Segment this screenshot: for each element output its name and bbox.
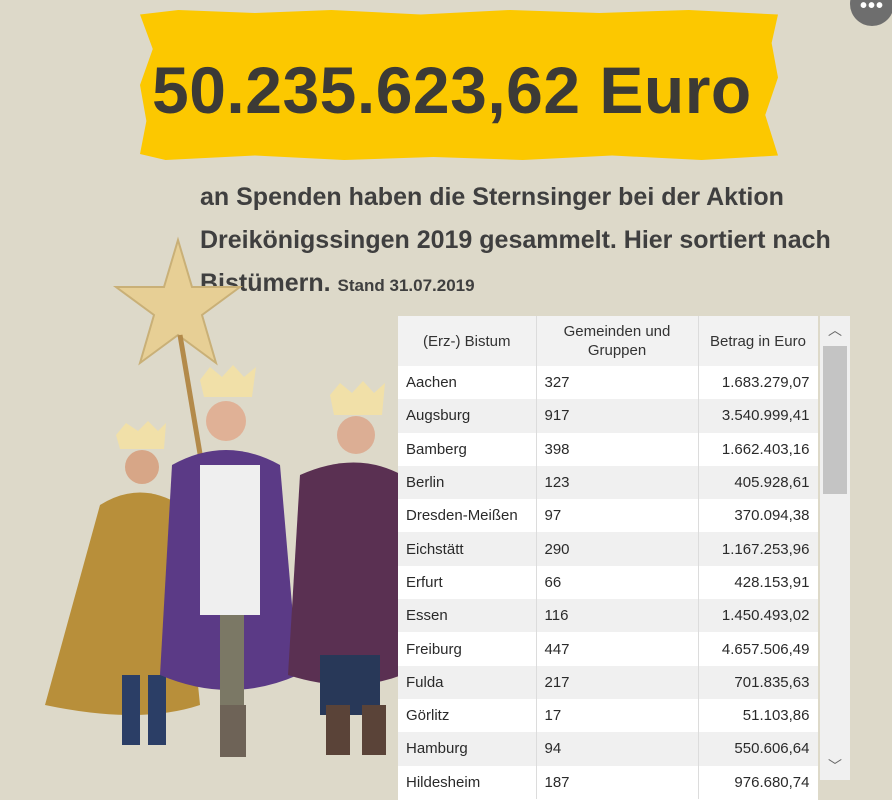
- cell-betrag: 4.657.506,49: [698, 632, 818, 666]
- cell-gemeinden: 17: [536, 698, 699, 733]
- cell-gemeinden: 327: [536, 366, 699, 400]
- cell-gemeinden: 123: [536, 465, 699, 500]
- diocese-table[interactable]: (Erz-) Bistum Gemeinden und Gruppen Betr…: [398, 316, 818, 800]
- table-row: Dresden-Meißen 97 370.094,38: [398, 499, 818, 533]
- table-row: Görlitz 17 51.103,86: [398, 698, 818, 733]
- chevron-down-icon: ﹀: [828, 758, 842, 774]
- table-row: Bamberg 398 1.662.403,16: [398, 432, 818, 466]
- table-row: Aachen 327 1.683.279,07: [398, 366, 818, 400]
- cell-betrag: 3.540.999,41: [698, 399, 818, 433]
- cell-betrag: 1.450.493,02: [698, 599, 818, 633]
- cell-betrag: 370.094,38: [698, 499, 818, 533]
- cell-betrag: 550.606,64: [698, 732, 818, 766]
- cell-gemeinden: 94: [536, 732, 699, 766]
- cell-gemeinden: 917: [536, 399, 699, 433]
- header-gemeinden[interactable]: Gemeinden und Gruppen: [536, 316, 699, 366]
- cell-bistum: Fulda: [398, 665, 537, 699]
- more-options-button[interactable]: •••: [850, 0, 892, 26]
- cell-bistum: Hildesheim: [398, 765, 537, 799]
- cell-betrag: 976.680,74: [698, 765, 818, 799]
- cell-betrag: 1.167.253,96: [698, 532, 818, 566]
- intro-sentence: an Spenden haben die Sternsinger bei der…: [200, 183, 831, 297]
- stand-date: Stand 31.07.2019: [337, 276, 475, 295]
- header-betrag[interactable]: Betrag in Euro: [698, 316, 818, 366]
- cell-bistum: Hamburg: [398, 732, 537, 766]
- cell-betrag: 405.928,61: [698, 465, 818, 500]
- table-row: Augsburg 917 3.540.999,41: [398, 399, 818, 433]
- cell-bistum: Erfurt: [398, 565, 537, 600]
- cell-gemeinden: 187: [536, 765, 699, 799]
- table-row: Eichstätt 290 1.167.253,96: [398, 532, 818, 566]
- cell-gemeinden: 398: [536, 432, 699, 466]
- cell-bistum: Augsburg: [398, 399, 537, 433]
- table-row: Fulda 217 701.835,63: [398, 665, 818, 699]
- headline-banner: [140, 10, 778, 160]
- cell-gemeinden: 66: [536, 565, 699, 600]
- table-scrollbar[interactable]: ︿ ﹀: [820, 316, 850, 780]
- cell-bistum: Görlitz: [398, 698, 537, 733]
- cell-betrag: 1.683.279,07: [698, 366, 818, 400]
- cell-bistum: Dresden-Meißen: [398, 499, 537, 533]
- chevron-up-icon: ︿: [828, 322, 842, 338]
- cell-betrag: 51.103,86: [698, 698, 818, 733]
- cell-gemeinden: 116: [536, 599, 699, 633]
- table-row: Essen 116 1.450.493,02: [398, 599, 818, 633]
- cell-gemeinden: 97: [536, 499, 699, 533]
- table-row: Erfurt 66 428.153,91: [398, 565, 818, 600]
- cell-bistum: Berlin: [398, 465, 537, 500]
- table-row: Hildesheim 187 976.680,74: [398, 765, 818, 799]
- table-header-row: (Erz-) Bistum Gemeinden und Gruppen Betr…: [398, 316, 818, 366]
- cell-bistum: Eichstätt: [398, 532, 537, 566]
- cell-gemeinden: 290: [536, 532, 699, 566]
- cell-bistum: Aachen: [398, 366, 537, 400]
- star-icon: [112, 236, 244, 366]
- star-singers-image: [45, 236, 402, 757]
- intro-text: an Spenden haben die Sternsinger bei der…: [200, 176, 840, 307]
- donation-total: 50.235.623,62 Euro: [152, 53, 752, 127]
- more-icon: •••: [859, 0, 884, 17]
- scroll-thumb[interactable]: [823, 346, 847, 494]
- table-row: Berlin 123 405.928,61: [398, 465, 818, 500]
- scroll-up-button[interactable]: ︿: [820, 316, 850, 344]
- scroll-down-button[interactable]: ﹀: [820, 752, 850, 780]
- cell-bistum: Bamberg: [398, 432, 537, 466]
- cell-gemeinden: 447: [536, 632, 699, 666]
- table-row: Freiburg 447 4.657.506,49: [398, 632, 818, 666]
- cell-betrag: 428.153,91: [698, 565, 818, 600]
- cell-gemeinden: 217: [536, 665, 699, 699]
- header-bistum[interactable]: (Erz-) Bistum: [398, 316, 537, 366]
- cell-bistum: Essen: [398, 599, 537, 633]
- cell-betrag: 701.835,63: [698, 665, 818, 699]
- cell-betrag: 1.662.403,16: [698, 432, 818, 466]
- cell-bistum: Freiburg: [398, 632, 537, 666]
- table-row: Hamburg 94 550.606,64: [398, 732, 818, 766]
